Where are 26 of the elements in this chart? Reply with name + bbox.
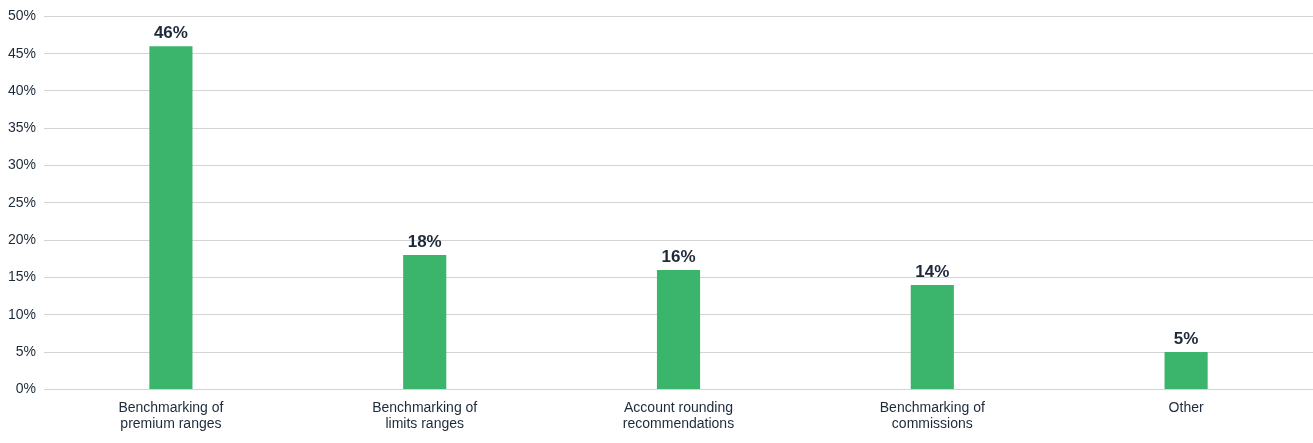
x-tick-label: Benchmarking of premium ranges [118,398,224,432]
x-tick-label: Other [1168,398,1204,415]
y-tick-label: 40% [7,81,37,98]
bar [403,255,447,389]
y-tick-label: 50% [7,7,37,24]
bar [149,46,193,389]
y-tick-label: 20% [7,231,37,248]
bar [656,270,701,389]
data-label: 5% [1173,329,1199,349]
data-label: 18% [407,232,442,252]
data-label: 46% [153,23,188,43]
x-tick-label: Account rounding recommendations [622,398,735,432]
x-tick-label: Benchmarking of commissions [879,398,985,432]
data-label: 16% [661,247,696,267]
y-tick-label: 45% [7,44,37,61]
y-tick-label: 10% [7,305,37,322]
bar [910,284,954,389]
y-tick-label: 15% [7,268,37,285]
y-tick-label: 25% [7,193,37,210]
x-tick-label: Benchmarking of limits ranges [372,398,478,432]
y-tick-label: 35% [7,119,37,136]
data-label: 14% [915,262,950,282]
bar [1164,352,1208,389]
y-tick-label: 30% [7,156,37,173]
y-tick-label: 5% [15,342,37,359]
y-tick-label: 0% [15,380,37,397]
